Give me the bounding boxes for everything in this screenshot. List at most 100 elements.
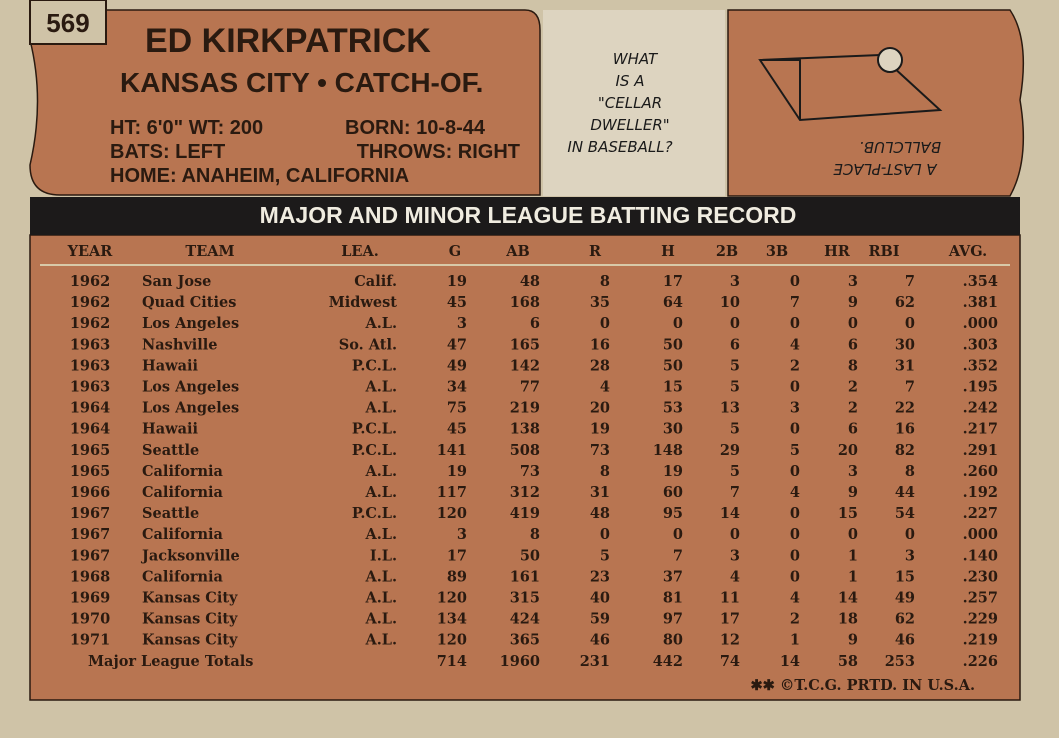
totals-cell: 58: [838, 653, 858, 670]
table-cell: P.C.L.: [352, 421, 397, 438]
table-cell: 13: [720, 400, 740, 417]
table-cell: 5: [730, 421, 740, 438]
table-cell: 168: [510, 294, 540, 311]
table-cell: 59: [590, 611, 610, 628]
table-cell: 1967: [70, 505, 110, 522]
table-cell: .354: [963, 273, 998, 290]
table-cell: 62: [895, 611, 915, 628]
table-cell: 3: [457, 315, 467, 332]
table-cell: 7: [905, 273, 915, 290]
totals-cell: 14: [780, 653, 800, 670]
table-cell: 365: [510, 632, 540, 649]
table-cell: 0: [905, 526, 915, 543]
table-cell: 28: [590, 357, 610, 374]
table-cell: 3: [790, 400, 800, 417]
table-cell: 19: [447, 463, 467, 480]
table-cell: Jacksonville: [140, 547, 240, 564]
table-cell: 44: [895, 484, 915, 501]
table-cell: 0: [848, 526, 858, 543]
table-cell: 3: [848, 273, 858, 290]
table-cell: 50: [663, 357, 683, 374]
table-cell: 7: [905, 379, 915, 396]
column-header: 3B: [766, 243, 788, 260]
table-cell: 15: [838, 505, 858, 522]
table-cell: 95: [663, 505, 683, 522]
table-cell: .291: [963, 442, 998, 459]
column-header: LEA.: [341, 243, 379, 260]
table-cell: .000: [963, 526, 998, 543]
title-bar: [30, 197, 1020, 235]
table-cell: 48: [590, 505, 610, 522]
table-cell: 46: [895, 632, 915, 649]
table-cell: 60: [663, 484, 683, 501]
cartoon-question-line: IS A: [616, 72, 645, 90]
table-cell: 2: [848, 379, 858, 396]
table-cell: 64: [663, 294, 683, 311]
table-cell: 0: [848, 315, 858, 332]
table-cell: 89: [447, 568, 467, 585]
column-header: AVG.: [948, 243, 987, 260]
table-cell: 4: [730, 568, 740, 585]
table-cell: 134: [437, 611, 467, 628]
table-cell: 1965: [70, 463, 110, 480]
table-cell: 1965: [70, 442, 110, 459]
table-cell: 1967: [70, 526, 110, 543]
table-cell: 1967: [70, 547, 110, 564]
column-header: YEAR: [67, 243, 114, 260]
table-cell: California: [142, 484, 224, 501]
table-cell: 50: [520, 547, 540, 564]
table-cell: 9: [848, 294, 858, 311]
table-cell: 0: [790, 547, 800, 564]
column-header: R: [589, 243, 602, 260]
table-cell: 75: [447, 400, 467, 417]
cartoon-question-line: DWELLER": [590, 116, 669, 134]
table-cell: 1962: [70, 315, 110, 332]
table-cell: 17: [663, 273, 683, 290]
table-cell: 1970: [70, 611, 110, 628]
totals-cell: 74: [720, 653, 740, 670]
table-cell: 47: [447, 336, 467, 353]
table-cell: A.L.: [364, 484, 397, 501]
table-cell: 0: [673, 526, 683, 543]
table-cell: 1963: [70, 357, 110, 374]
table-cell: A.L.: [364, 632, 397, 649]
column-header: 2B: [716, 243, 738, 260]
table-cell: 16: [895, 421, 915, 438]
table-cell: Los Angeles: [142, 400, 239, 417]
table-cell: 2: [790, 611, 800, 628]
table-cell: 53: [663, 400, 683, 417]
table-cell: 0: [673, 315, 683, 332]
column-header: G: [449, 243, 461, 260]
table-cell: 120: [437, 505, 467, 522]
table-cell: 4: [790, 484, 800, 501]
table-cell: 19: [663, 463, 683, 480]
table-cell: 20: [838, 442, 858, 459]
table-cell: 0: [905, 315, 915, 332]
table-cell: 31: [590, 484, 610, 501]
table-cell: Nashville: [142, 336, 218, 353]
table-cell: 1968: [70, 568, 110, 585]
table-cell: .227: [963, 505, 998, 522]
table-cell: Calif.: [354, 273, 397, 290]
table-cell: 49: [895, 590, 915, 607]
table-cell: 141: [437, 442, 467, 459]
table-cell: 45: [447, 421, 467, 438]
table-cell: 29: [720, 442, 740, 459]
table-cell: 3: [457, 526, 467, 543]
table-cell: So. Atl.: [339, 336, 397, 353]
question-box: [543, 10, 725, 196]
table-cell: 5: [790, 442, 800, 459]
table-cell: 4: [790, 336, 800, 353]
table-cell: 19: [590, 421, 610, 438]
table-cell: 6: [530, 315, 540, 332]
totals-cell: 1960: [500, 653, 540, 670]
table-cell: Hawaii: [142, 421, 198, 438]
table-cell: 0: [790, 421, 800, 438]
totals-cell: 442: [653, 653, 683, 670]
table-cell: Midwest: [329, 294, 398, 311]
table-cell: 5: [730, 357, 740, 374]
table-cell: 0: [600, 315, 610, 332]
table-cell: A.L.: [364, 526, 397, 543]
table-cell: A.L.: [364, 400, 397, 417]
table-cell: 19: [447, 273, 467, 290]
